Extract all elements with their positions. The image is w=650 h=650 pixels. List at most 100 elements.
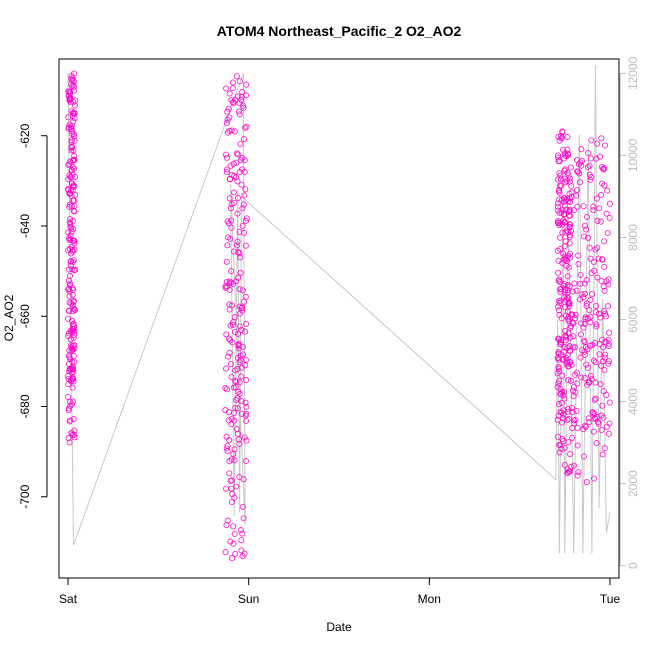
right-tick-label: 6000: [626, 306, 640, 333]
data-point: [556, 276, 563, 283]
data-point: [239, 503, 246, 510]
data-point: [234, 405, 241, 412]
data-point: [555, 188, 562, 195]
data-point: [66, 172, 73, 179]
x-axis-title: Date: [326, 620, 352, 634]
right-tick-label: 4000: [626, 388, 640, 415]
data-point: [606, 329, 613, 336]
data-point: [554, 200, 562, 207]
data-point: [228, 279, 235, 286]
data-point: [606, 214, 613, 221]
left-tick-label: -620: [18, 123, 32, 147]
data-point: [556, 449, 563, 456]
data-point: [68, 137, 75, 144]
data-point: [239, 530, 246, 537]
data-point: [68, 147, 75, 154]
data-point: [232, 550, 239, 557]
data-point: [573, 192, 580, 199]
data-point: [561, 461, 568, 469]
data-point: [241, 550, 248, 557]
data-point: [595, 310, 602, 317]
data-point: [560, 217, 567, 224]
data-point: [589, 291, 596, 298]
data-point: [69, 384, 76, 391]
data-point: [67, 280, 74, 287]
data-point: [583, 300, 590, 307]
data-point: [605, 430, 612, 437]
data-point: [577, 331, 585, 338]
data-point: [559, 372, 566, 379]
data-point: [596, 205, 603, 212]
data-point: [594, 244, 601, 251]
data-point: [583, 479, 590, 486]
data-point: [604, 187, 611, 194]
data-point: [227, 162, 234, 169]
data-point: [597, 314, 604, 321]
data-point: [231, 248, 238, 255]
data-point: [234, 151, 241, 158]
data-point: [559, 207, 566, 214]
data-point: [222, 385, 229, 392]
data-point: [69, 128, 76, 135]
data-point: [69, 75, 76, 82]
data-point: [228, 373, 235, 381]
data-point: [65, 332, 72, 340]
data-point: [595, 255, 602, 262]
data-point: [228, 456, 235, 463]
data-point: [557, 234, 564, 241]
data-point: [66, 88, 74, 96]
data-point: [558, 399, 565, 407]
data-point: [236, 359, 243, 366]
data-point: [232, 404, 239, 411]
data-point: [555, 433, 562, 440]
data-point: [228, 217, 235, 224]
data-point: [65, 352, 72, 359]
data-point: [598, 426, 605, 434]
data-point: [71, 237, 78, 244]
data-point: [557, 289, 564, 296]
data-point: [601, 445, 608, 452]
data-point: [68, 347, 75, 354]
data-point: [556, 182, 563, 189]
data-point: [557, 340, 564, 347]
data-point: [564, 273, 571, 280]
data-point: [236, 379, 243, 386]
data-point: [605, 340, 612, 347]
data-point: [70, 305, 77, 312]
data-point: [236, 310, 243, 317]
data-point: [560, 211, 567, 218]
data-point: [566, 195, 574, 202]
data-point: [563, 254, 570, 262]
data-point: [559, 128, 566, 135]
data-point: [67, 402, 74, 409]
data-point: [565, 377, 572, 384]
data-point: [70, 320, 77, 327]
data-point: [592, 359, 599, 366]
data-point: [589, 410, 596, 417]
data-point: [570, 320, 577, 327]
data-point: [596, 341, 603, 348]
data-point: [574, 424, 581, 431]
data-point: [233, 397, 240, 404]
data-point: [564, 133, 571, 141]
data-point: [603, 210, 610, 217]
data-point: [227, 477, 234, 484]
data-point: [237, 527, 244, 534]
data-point: [593, 323, 600, 330]
data-point: [578, 374, 585, 381]
data-point: [599, 344, 607, 351]
data-point: [229, 321, 237, 328]
data-point: [67, 223, 74, 230]
data-point: [226, 195, 233, 202]
data-point: [66, 439, 73, 446]
data-point: [243, 92, 250, 99]
data-point: [236, 228, 243, 236]
data-point: [69, 398, 77, 405]
data-point: [67, 417, 74, 424]
data-point: [604, 303, 612, 310]
right-axis: 0 2000 4000 6000 8000 10000 12000: [619, 56, 640, 569]
data-point: [571, 344, 579, 351]
data-point: [233, 73, 240, 80]
data-point: [567, 221, 574, 228]
data-point: [68, 145, 75, 152]
